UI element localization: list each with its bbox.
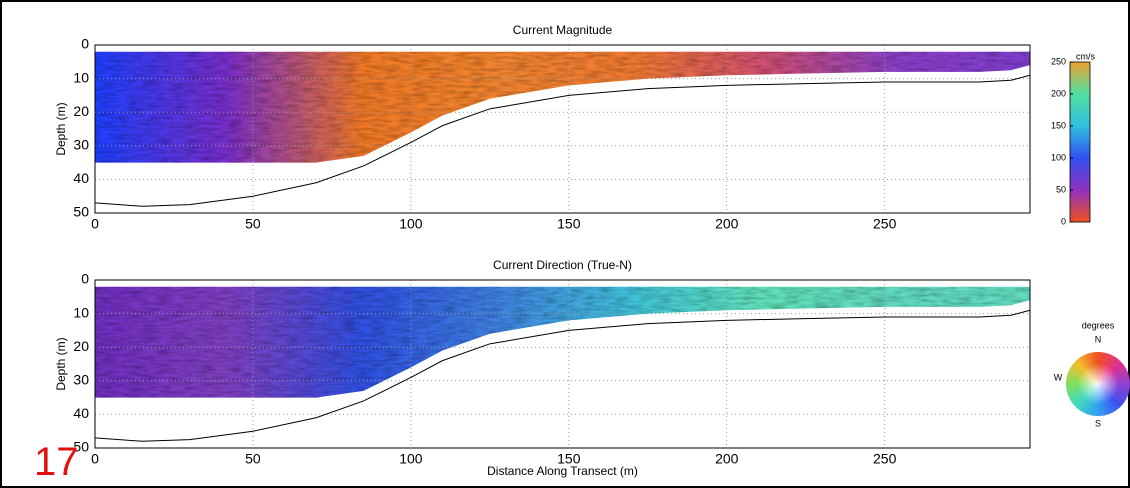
y-tick-label: 20 — [73, 338, 89, 354]
y-tick-label: 10 — [73, 304, 89, 320]
wheel-south: S — [1095, 418, 1101, 428]
x-tick-label: 200 — [715, 216, 739, 232]
data-field — [95, 286, 1030, 398]
page-number: 17 — [34, 440, 79, 484]
y-tick-label: 40 — [73, 170, 89, 186]
colorbar-tick-label: 150 — [1051, 120, 1066, 130]
x-tick-label: 250 — [873, 451, 897, 467]
colorbar-tick-label: 200 — [1051, 88, 1066, 98]
wheel-north: N — [1095, 334, 1102, 344]
y-tick-label: 10 — [73, 69, 89, 85]
x-tick-label: 200 — [715, 451, 739, 467]
y-tick-label: 30 — [73, 372, 89, 388]
x-tick-label: 0 — [91, 451, 99, 467]
x-tick-label: 0 — [91, 216, 99, 232]
y-tick-label: 50 — [73, 204, 89, 220]
y-tick-label: 20 — [73, 103, 89, 119]
bottom-line — [94, 74, 1031, 207]
colorbar-tick-label: 0 — [1061, 216, 1066, 226]
x-tick-label: 150 — [557, 216, 581, 232]
y-tick-label: 0 — [81, 36, 89, 52]
colorbar — [1069, 61, 1091, 223]
data-field — [95, 51, 1030, 163]
colorbar-unit: cm/s — [1076, 51, 1095, 61]
wheel-west: W — [1054, 372, 1063, 382]
y-tick-label: 0 — [81, 271, 89, 287]
y-axis-label: Depth (m) — [54, 337, 68, 390]
y-tick-label: 50 — [73, 439, 89, 455]
x-axis-label: Distance Along Transect (m) — [487, 464, 638, 478]
colorbar-tick-label: 250 — [1051, 56, 1066, 66]
bottom-line — [94, 309, 1031, 442]
y-tick-label: 40 — [73, 405, 89, 421]
x-tick-label: 50 — [245, 451, 261, 467]
x-tick-label: 50 — [245, 216, 261, 232]
plot-border — [94, 44, 1031, 214]
colorbar-tick-label: 50 — [1056, 184, 1066, 194]
wheel-label: degrees — [1082, 320, 1115, 330]
x-tick-label: 100 — [399, 216, 423, 232]
colorbar-tick-label: 100 — [1051, 152, 1066, 162]
direction-wheel — [1066, 352, 1130, 416]
chart-title: Current Magnitude — [513, 23, 613, 37]
y-tick-label: 30 — [73, 137, 89, 153]
x-tick-label: 100 — [399, 451, 423, 467]
plot-border — [94, 279, 1031, 449]
y-axis-label: Depth (m) — [54, 102, 68, 155]
chart-title: Current Direction (True-N) — [493, 258, 632, 272]
x-tick-label: 250 — [873, 216, 897, 232]
x-tick-label: 150 — [557, 451, 581, 467]
